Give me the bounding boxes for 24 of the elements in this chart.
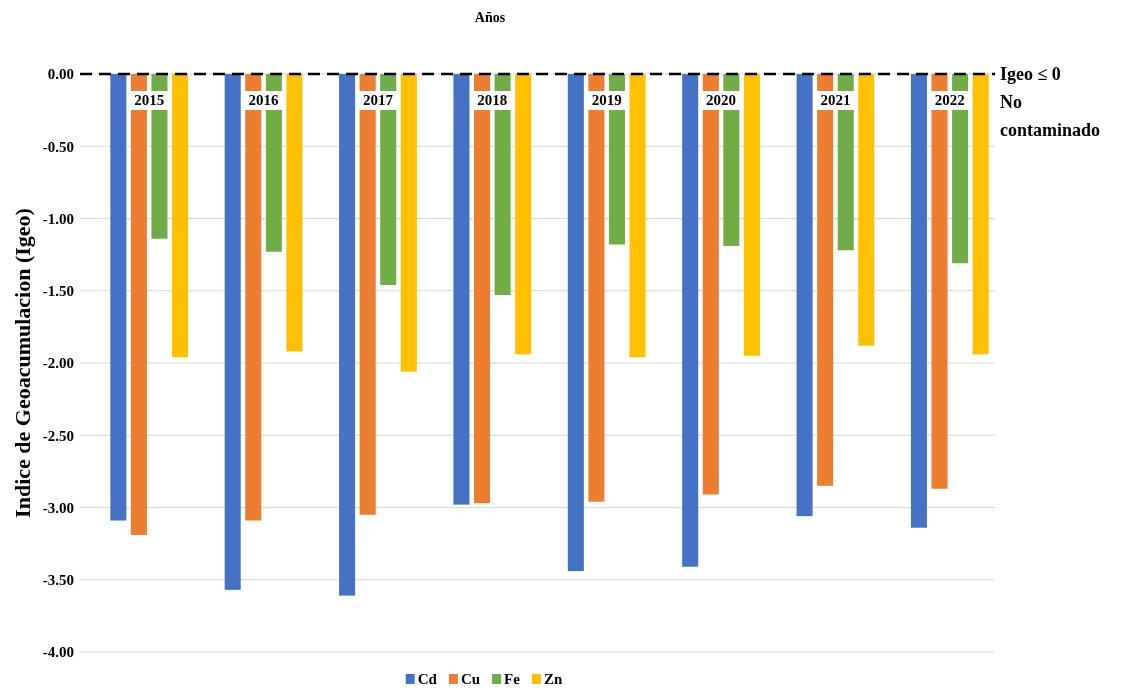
x-tick-label: 2022 (934, 92, 965, 108)
x-tick-label: 2020 (706, 92, 737, 108)
y-tick-label: -3.50 (42, 572, 74, 589)
legend-label: Fe (504, 671, 521, 687)
x-tick-label: 2015 (134, 92, 165, 108)
y-tick-label: 0.00 (47, 66, 74, 83)
y-tick-label: -0.50 (42, 138, 74, 155)
y-tick-label: -1.50 (42, 283, 74, 300)
legend-label: Zn (543, 671, 563, 687)
legend-label: Cd (417, 671, 438, 687)
legend-label: Cu (460, 671, 481, 687)
ref-line-label: Igeo ≤ 0 No contaminado (1000, 64, 1101, 140)
x-axis-title: Años (474, 10, 506, 25)
x-tick-label: 2019 (591, 92, 622, 108)
x-tick-label: 2017 (362, 92, 394, 108)
y-tick-label: -2.00 (42, 355, 74, 372)
y-tick-label: -3.00 (42, 499, 74, 516)
y-axis-title: Indice de Geoacumulacion (Igeo) (10, 208, 35, 518)
y-tick-label: -4.00 (42, 644, 74, 661)
y-tick-label: -2.50 (42, 427, 74, 444)
y-tick-label: -1.00 (42, 210, 74, 227)
x-tick-label: 2016 (248, 92, 280, 108)
x-tick-label: 2018 (477, 92, 508, 108)
x-tick-label: 2021 (820, 92, 851, 108)
